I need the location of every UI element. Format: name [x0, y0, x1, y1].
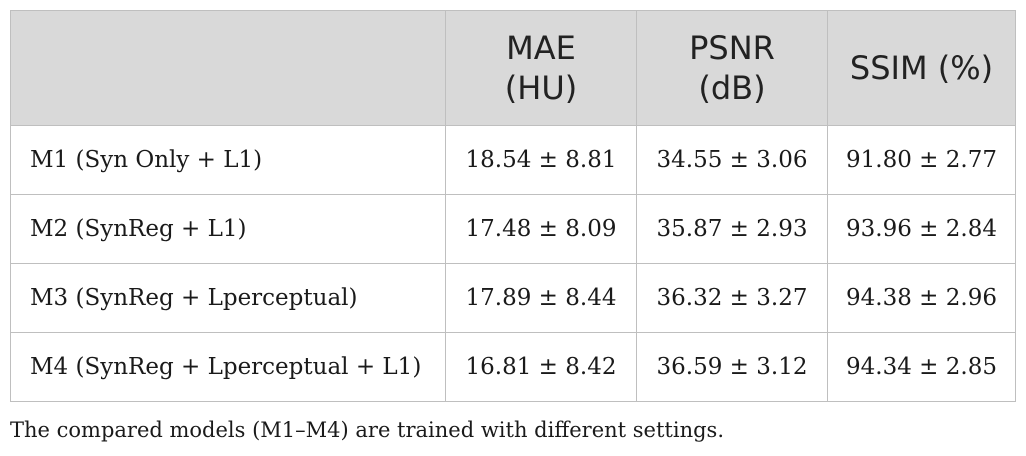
row-mae: 17.48 ± 8.09 [445, 194, 637, 264]
row-model: M2 (SynReg + L1) [10, 194, 446, 264]
row-psnr: 36.32 ± 3.27 [636, 263, 828, 333]
row-model: M3 (SynReg + Lperceptual) [10, 263, 446, 333]
row-ssim: 91.80 ± 2.77 [827, 125, 1016, 195]
row-psnr: 35.87 ± 2.93 [636, 194, 828, 264]
table-row: M2 (SynReg + L1) 17.48 ± 8.09 35.87 ± 2.… [10, 194, 1016, 264]
table-row: M3 (SynReg + Lperceptual) 17.89 ± 8.44 3… [10, 263, 1016, 333]
row-mae: 18.54 ± 8.81 [445, 125, 637, 195]
header-psnr-line2: (dB) [698, 69, 766, 107]
table-footnote: The compared models (M1–M4) are trained … [10, 418, 724, 442]
results-table-container: MAE (HU) PSNR (dB) SSIM (%) M1 (Syn Only… [10, 10, 1016, 402]
row-model: M1 (Syn Only + L1) [10, 125, 446, 195]
header-psnr-line1: PSNR [689, 29, 775, 67]
row-model: M4 (SynReg + Lperceptual + L1) [10, 332, 446, 402]
row-ssim: 93.96 ± 2.84 [827, 194, 1016, 264]
results-table: MAE (HU) PSNR (dB) SSIM (%) M1 (Syn Only… [10, 10, 1016, 402]
header-psnr: PSNR (dB) [636, 10, 828, 126]
header-ssim-line1: SSIM (%) [849, 49, 994, 87]
header-mae-line2: (HU) [504, 69, 578, 107]
row-psnr: 34.55 ± 3.06 [636, 125, 828, 195]
header-ssim: SSIM (%) [827, 10, 1016, 126]
row-ssim: 94.38 ± 2.96 [827, 263, 1016, 333]
table-row: M4 (SynReg + Lperceptual + L1) 16.81 ± 8… [10, 332, 1016, 402]
row-psnr: 36.59 ± 3.12 [636, 332, 828, 402]
header-mae-line1: MAE [506, 29, 576, 67]
table-header-row: MAE (HU) PSNR (dB) SSIM (%) [10, 10, 1016, 126]
row-mae: 16.81 ± 8.42 [445, 332, 637, 402]
row-ssim: 94.34 ± 2.85 [827, 332, 1016, 402]
row-mae: 17.89 ± 8.44 [445, 263, 637, 333]
header-mae: MAE (HU) [445, 10, 637, 126]
table-row: M1 (Syn Only + L1) 18.54 ± 8.81 34.55 ± … [10, 125, 1016, 195]
header-model [10, 10, 446, 126]
